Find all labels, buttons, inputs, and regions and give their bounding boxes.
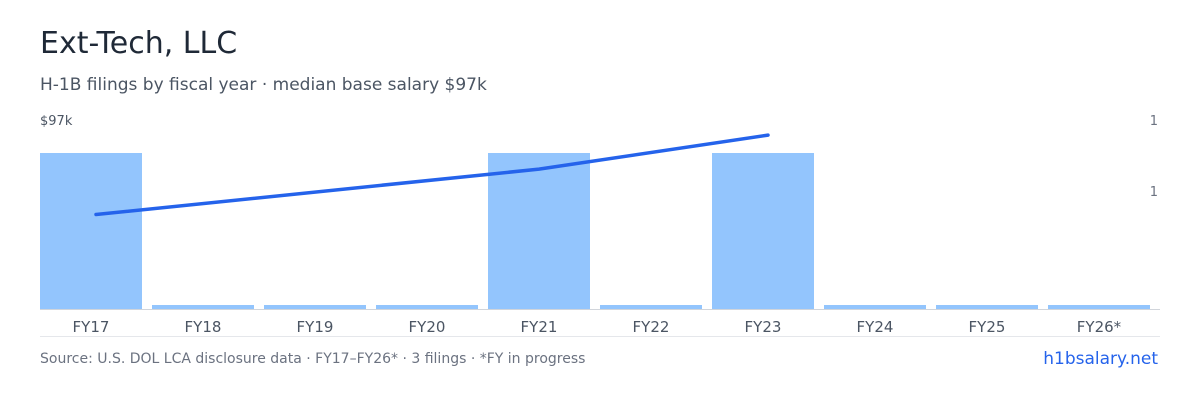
bar-fy26 <box>1048 305 1150 309</box>
bar-fy24 <box>824 305 926 309</box>
right-axis-label: 1 <box>1150 114 1158 129</box>
bar-fy20 <box>376 305 478 309</box>
bar-fy17 <box>40 153 142 309</box>
x-tick-label: FY22 <box>633 318 670 336</box>
source-note: Source: U.S. DOL LCA disclosure data · F… <box>40 351 586 367</box>
bar-fy25 <box>936 305 1038 309</box>
chart-subtitle: H-1B filings by fiscal year · median bas… <box>40 75 487 95</box>
brand-link[interactable]: h1bsalary.net <box>1043 349 1158 369</box>
bar-fy21 <box>488 153 590 309</box>
right-axis-label: 1 <box>1150 185 1158 200</box>
x-tick-label: FY23 <box>745 318 782 336</box>
bar-fy23 <box>712 153 814 309</box>
bar-fy18 <box>152 305 254 309</box>
x-tick-label: FY17 <box>73 318 110 336</box>
x-tick-label: FY25 <box>969 318 1006 336</box>
x-tick-label: FY21 <box>521 318 558 336</box>
bar-fy22 <box>600 305 702 309</box>
chart-title: Ext-Tech, LLC <box>40 26 238 61</box>
salary-trend-line <box>94 133 770 217</box>
x-tick-label: FY24 <box>857 318 894 336</box>
bar-fy19 <box>264 305 366 309</box>
x-tick-label: FY18 <box>185 318 222 336</box>
x-tick-label: FY19 <box>297 318 334 336</box>
x-tick-label: FY20 <box>409 318 446 336</box>
x-tick-label: FY26* <box>1077 318 1122 336</box>
left-axis-label: $97k <box>40 114 73 129</box>
